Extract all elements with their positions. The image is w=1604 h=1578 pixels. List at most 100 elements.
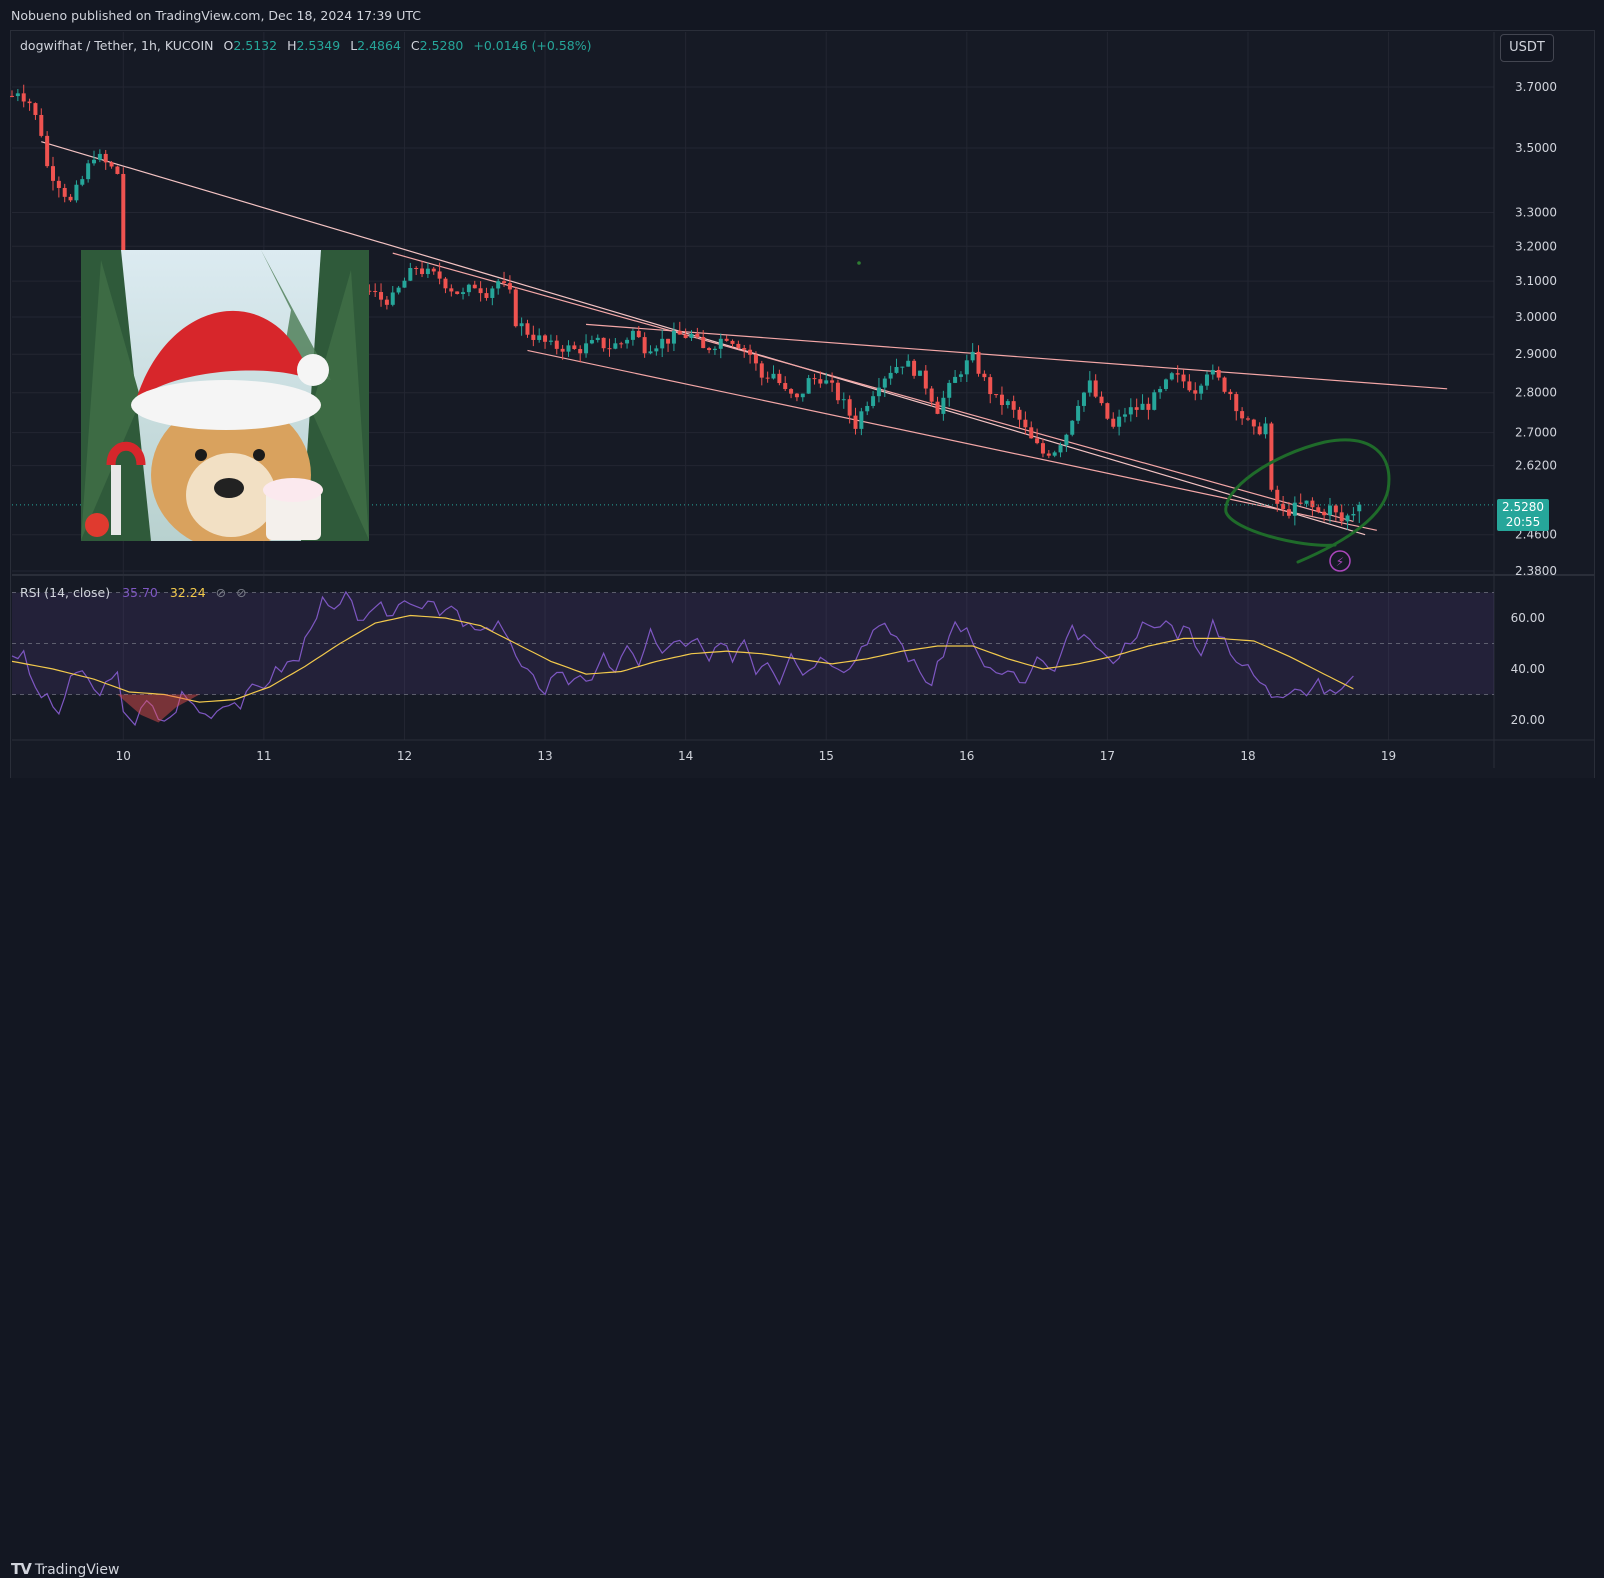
candle	[97, 153, 102, 160]
trendline	[586, 323, 1448, 390]
candle	[1058, 445, 1063, 453]
rsi-value: 35.70	[122, 585, 158, 600]
rsi-tick-label: 40.00	[1511, 662, 1545, 676]
hand-drawn-circle	[1224, 438, 1391, 564]
candle	[947, 382, 952, 398]
price-tick-label: 2.8000	[1515, 386, 1557, 400]
rsi-legend[interactable]: RSI (14, close) 35.70 32.24 ⊘ ⊘	[20, 585, 247, 600]
candle	[853, 415, 858, 429]
candle	[677, 330, 682, 335]
candle	[841, 399, 846, 401]
candle	[589, 340, 594, 344]
candle	[1029, 427, 1034, 439]
candle	[929, 388, 934, 402]
candle	[27, 101, 32, 104]
candle	[619, 343, 624, 345]
time-tick-label: 13	[537, 749, 552, 763]
candle	[630, 330, 635, 340]
open-value: 2.5132	[233, 38, 278, 53]
dog-with-santa-hat-icon	[81, 250, 369, 541]
price-tick-label: 2.6200	[1515, 459, 1557, 473]
tradingview-brand: TradingView	[34, 1562, 120, 1578]
candle	[68, 196, 73, 201]
candle	[894, 367, 899, 373]
candle	[900, 366, 905, 368]
symbol-label[interactable]: dogwifhat / Tether, 1h, KUCOIN	[20, 38, 214, 53]
candle	[724, 338, 729, 341]
chart-grid	[12, 32, 1594, 768]
candle	[1046, 453, 1051, 456]
candle	[601, 337, 606, 349]
price-tick-label: 3.3000	[1515, 205, 1557, 219]
candle	[1333, 505, 1338, 513]
hide-icon[interactable]: ⊘	[215, 585, 227, 600]
candle	[437, 271, 442, 279]
candle	[455, 291, 460, 294]
meme-dog-image	[81, 250, 369, 541]
time-tick-label: 12	[397, 749, 412, 763]
rsi-name: RSI (14, close)	[20, 585, 111, 600]
candle	[1339, 512, 1344, 522]
candle	[109, 162, 114, 167]
candle	[1298, 502, 1303, 504]
candle	[1158, 388, 1163, 393]
candle	[882, 378, 887, 388]
candle	[10, 95, 14, 97]
candle	[484, 293, 489, 298]
candle	[115, 166, 120, 174]
candle	[964, 360, 969, 375]
candle	[988, 377, 993, 395]
annotations: ⚡	[857, 261, 1391, 572]
candle	[21, 93, 26, 102]
candle	[1327, 505, 1332, 516]
candle	[537, 335, 542, 340]
candle	[1081, 392, 1086, 406]
marker-dot	[857, 261, 861, 265]
candle	[1216, 369, 1221, 378]
candle	[1222, 377, 1227, 392]
candle	[876, 387, 881, 397]
candle	[683, 334, 688, 338]
candle	[847, 399, 852, 416]
candle	[431, 268, 436, 272]
rsi-lines	[11, 590, 1354, 727]
candle	[1035, 438, 1040, 444]
candle	[865, 405, 870, 412]
candle	[982, 373, 987, 378]
candle	[584, 343, 589, 354]
rsi-oversold-fill	[117, 694, 200, 723]
visibility-icon[interactable]: ⊘	[236, 585, 247, 600]
price-tick-label: 2.3800	[1515, 564, 1557, 578]
high-label: H	[287, 38, 297, 53]
candle	[660, 338, 665, 349]
candle	[39, 114, 44, 136]
price-chart[interactable]: 3.7000 3.5000 3.3000 3.2000 3.1000 3.0000 2.90…	[0, 0, 1604, 828]
candle	[566, 345, 571, 352]
candle	[1292, 502, 1297, 516]
candle	[1099, 396, 1104, 404]
currency-button[interactable]: USDT	[1500, 34, 1554, 62]
candle	[859, 411, 864, 429]
candle	[1005, 401, 1010, 406]
candle	[753, 354, 758, 364]
time-tick-label: 10	[116, 749, 131, 763]
candle	[408, 267, 413, 281]
open-label: O	[223, 38, 234, 53]
price-tick-label: 2.9000	[1515, 347, 1557, 361]
candle	[935, 401, 940, 414]
candle	[888, 372, 893, 379]
candle	[1228, 391, 1233, 395]
candle	[45, 135, 50, 167]
rsi-ma-value: 32.24	[169, 585, 206, 600]
bar-countdown: 20:55	[1505, 515, 1541, 529]
candle	[1169, 373, 1174, 380]
candle	[373, 291, 378, 293]
candle	[1234, 394, 1239, 412]
candle	[449, 288, 454, 292]
candle	[1263, 423, 1268, 435]
price-tick-label: 3.2000	[1515, 239, 1557, 253]
candle	[994, 394, 999, 396]
candle	[970, 351, 975, 361]
tradingview-logo[interactable]: TV TradingView	[11, 1560, 119, 1578]
candle	[923, 370, 928, 389]
